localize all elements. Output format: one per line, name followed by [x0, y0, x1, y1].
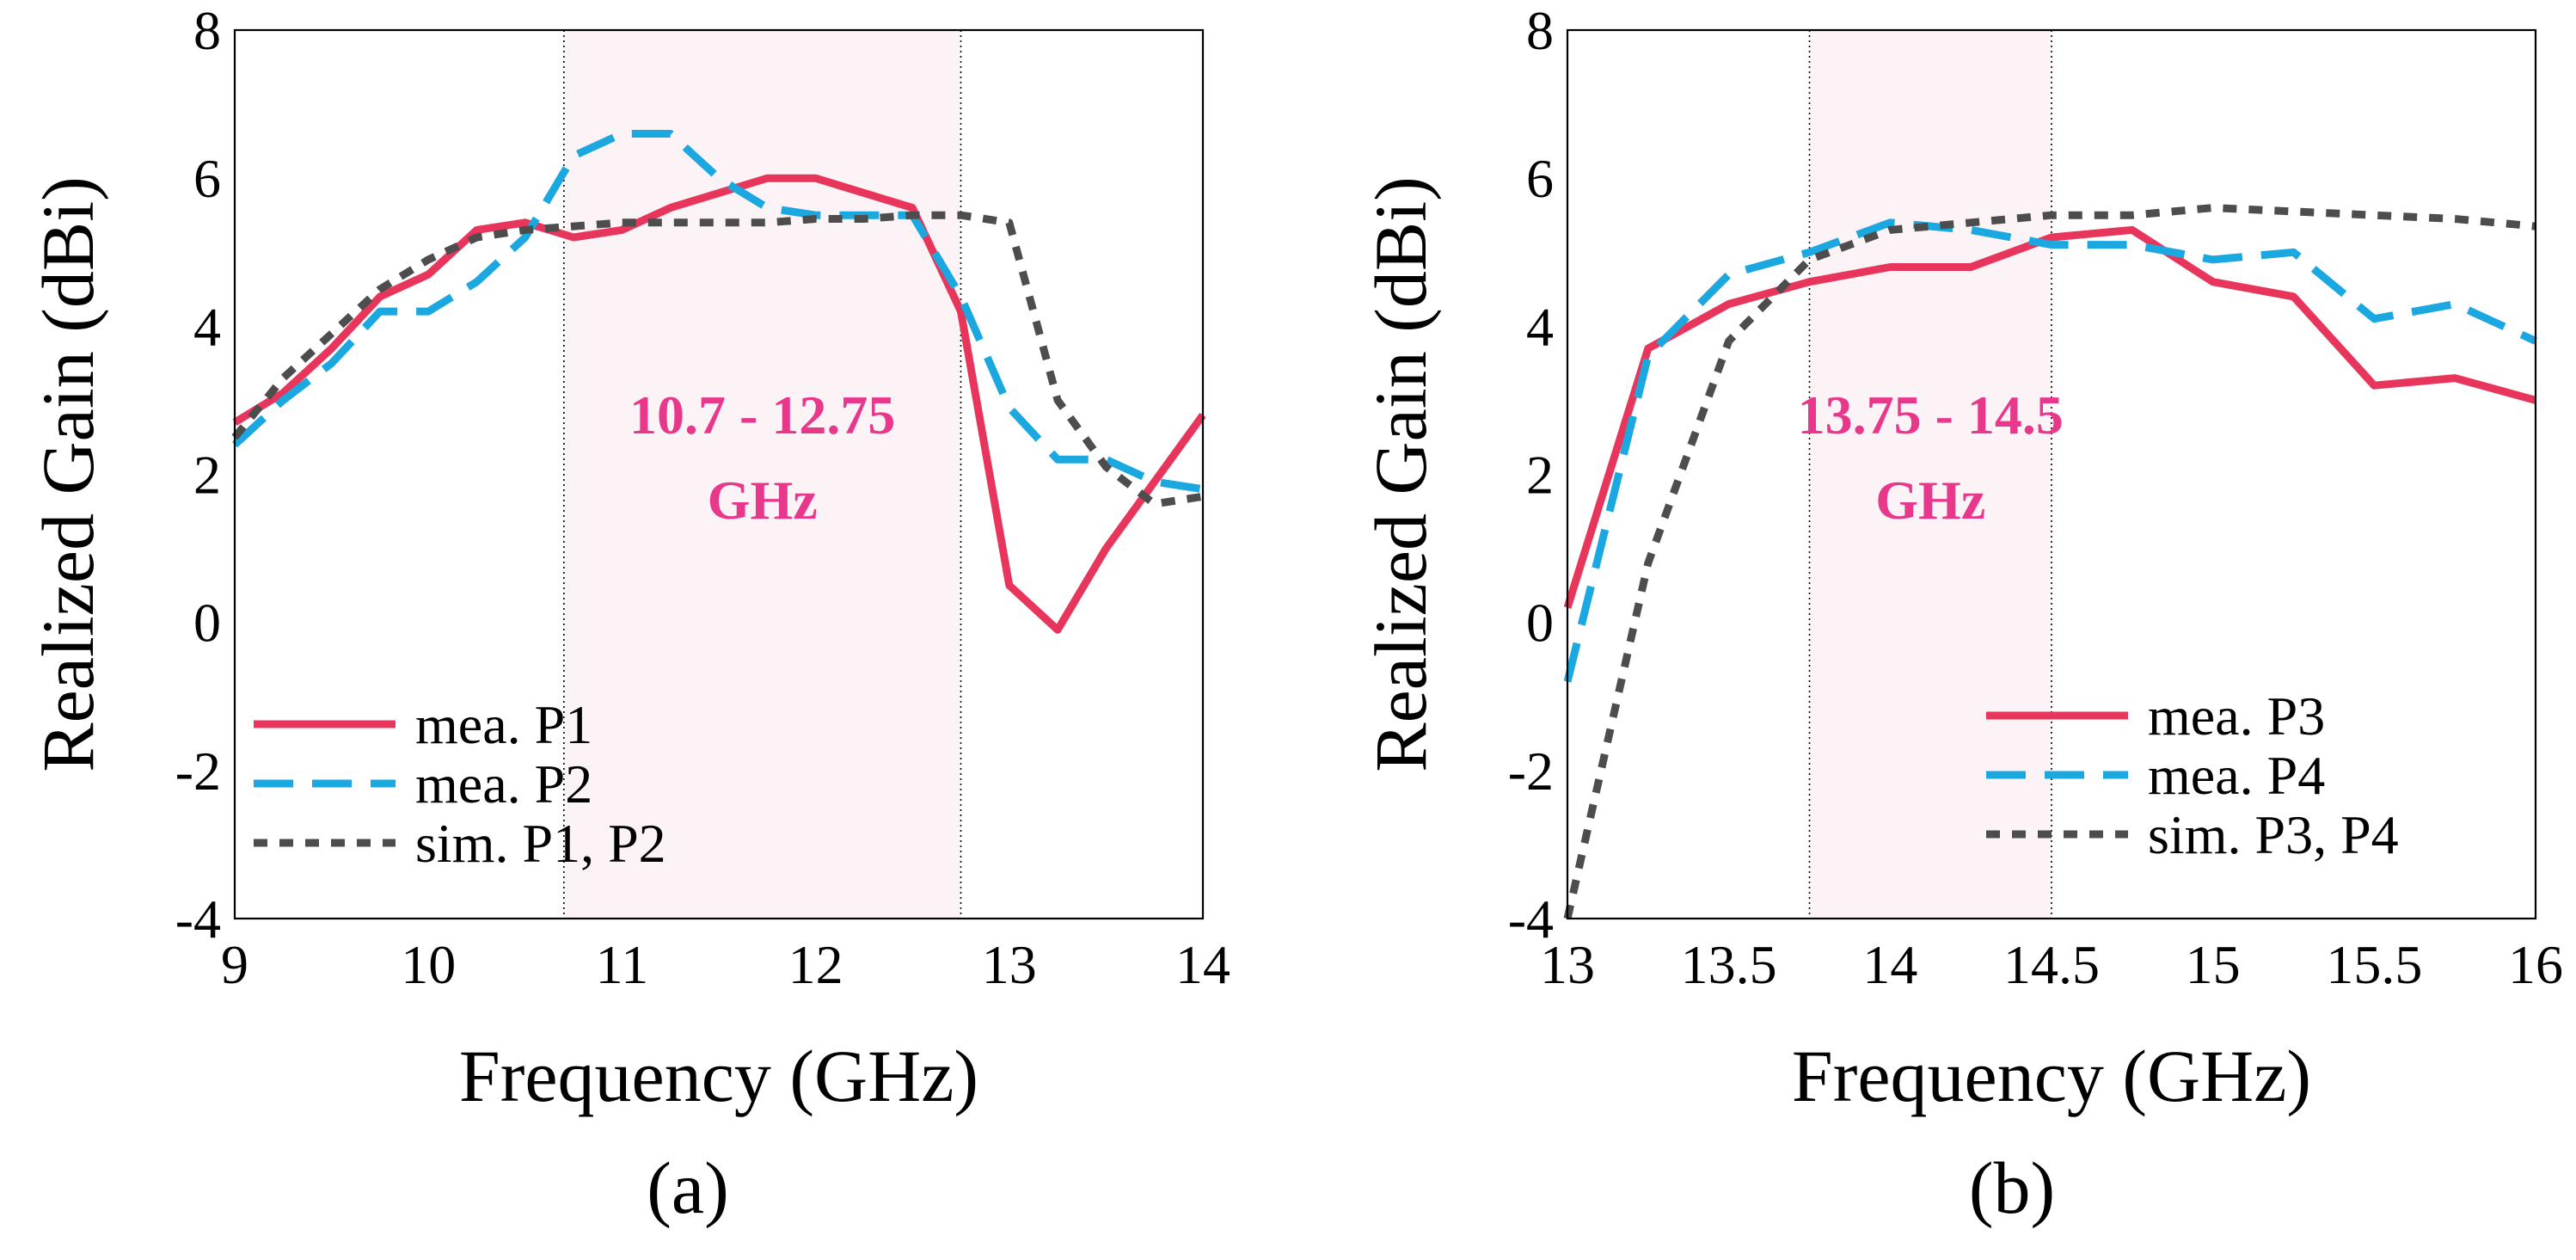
- legend-entry-label: mea. P1: [415, 694, 592, 755]
- chart-panel-a: 10.7 - 12.75 GHz 9 10 11 12 13 14 -4 -2 0 2 4 6 8 Frequ…: [27, 0, 1230, 1229]
- y-tick-label: -2: [175, 741, 221, 802]
- series-line-0: [232, 174, 1206, 634]
- y-tick-label: -4: [175, 888, 221, 950]
- highlight-band: [1809, 30, 2052, 919]
- x-tick-label: 14.5: [2003, 934, 2100, 995]
- x-tick-label: 13: [1540, 934, 1595, 995]
- band-label-unit: GHz: [1875, 470, 1985, 531]
- x-tick-label: 14: [1175, 934, 1230, 995]
- band-label-range: 13.75 - 14.5: [1798, 384, 2064, 446]
- x-tick-label: 13: [982, 934, 1037, 995]
- x-tick-label: 13.5: [1681, 934, 1777, 995]
- x-tick-label: 9: [221, 934, 248, 995]
- series-line-1: [231, 130, 1204, 494]
- y-tick-label: 0: [193, 593, 221, 654]
- y-tick-label: 0: [1526, 593, 1554, 654]
- y-tick-label: 6: [193, 148, 221, 209]
- y-tick-label: -2: [1508, 741, 1554, 802]
- legend-entry-label: mea. P2: [415, 753, 592, 814]
- y-axis-label: Realized Gain (dBi): [1359, 176, 1442, 772]
- plot-frame: [233, 28, 1205, 920]
- y-tick-label: -4: [1508, 888, 1554, 950]
- band-label-unit: GHz: [708, 470, 818, 531]
- band-label-range: 10.7 - 12.75: [629, 384, 895, 446]
- y-tick-label: 8: [1526, 0, 1554, 61]
- series-line-2: [1563, 204, 2536, 919]
- y-axis-label: Realized Gain (dBi): [27, 176, 109, 772]
- x-tick-label: 15.5: [2326, 934, 2422, 995]
- y-tick-label: 4: [1526, 296, 1554, 357]
- y-tick-label: 6: [1526, 148, 1554, 209]
- series-line-0: [1563, 225, 2537, 609]
- y-tick-label: 2: [193, 445, 221, 506]
- y-tick-label: 2: [1526, 445, 1554, 506]
- x-tick-label: 12: [788, 934, 843, 995]
- panel-label: (a): [647, 1146, 728, 1229]
- x-tick-label: 11: [596, 934, 649, 995]
- panel-label: (b): [1969, 1146, 2055, 1229]
- y-tick-label: 4: [193, 296, 221, 357]
- legend-entry-label: mea. P3: [2148, 685, 2325, 747]
- x-tick-label: 15: [2186, 934, 2241, 995]
- x-tick-label: 14: [1862, 934, 1917, 995]
- x-axis-label: Frequency (GHz): [1792, 1035, 2311, 1117]
- legend-entry-label: mea. P4: [2148, 745, 2325, 806]
- legend-entry-label: sim. P1, P2: [415, 813, 666, 874]
- chart-panel-b: 13.75 - 14.5 GHz 13 13.5 14 14.5 15 15.5 16 -4 -2 0…: [1359, 0, 2563, 1229]
- legend-entry-label: sim. P3, P4: [2148, 804, 2399, 865]
- x-axis-label: Frequency (GHz): [459, 1035, 978, 1117]
- series-line-1: [1563, 218, 2537, 683]
- x-tick-label: 16: [2508, 934, 2563, 995]
- y-tick-label: 8: [193, 0, 221, 61]
- x-tick-label: 10: [401, 934, 456, 995]
- plot-frame: [1566, 28, 2537, 920]
